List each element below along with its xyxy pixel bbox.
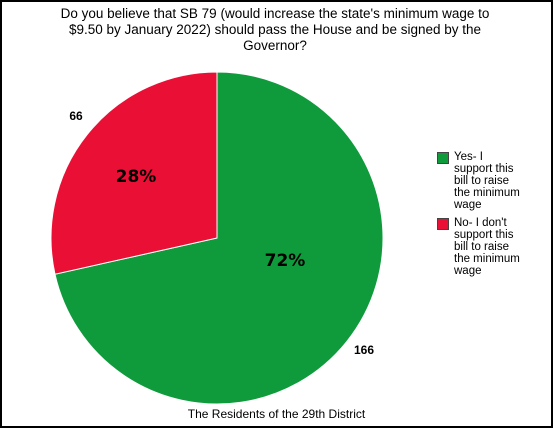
legend-label-line: bill to raise: [454, 175, 509, 187]
slice-percent-label-no: 28%: [116, 167, 157, 187]
legend-label-line: No- I don't: [454, 217, 507, 229]
slice-count-label-yes: 166: [354, 343, 374, 357]
chart-title-line: $9.50 by January 2022) should pass the H…: [68, 22, 482, 37]
slice-count-label-no: 66: [69, 109, 83, 123]
legend-swatch-no: [437, 218, 449, 230]
legend-item-yes: Yes- I support this bill to raise the mi…: [437, 151, 547, 211]
legend-item-no: No- I don't support this bill to raise t…: [437, 217, 547, 277]
pie-slice-no: [50, 71, 218, 275]
chart-title-line: Governor?: [243, 38, 307, 53]
chart-title-line: Do you believe that SB 79 (would increas…: [60, 6, 490, 21]
chart-legend: Yes- I support this bill to raise the mi…: [437, 151, 547, 283]
slice-percent-label-yes: 72%: [265, 251, 306, 271]
chart-title: Do you believe that SB 79 (would increas…: [40, 6, 510, 54]
legend-label-line: support this: [454, 229, 514, 241]
legend-label-line: bill to raise: [454, 241, 509, 253]
legend-label-line: wage: [454, 265, 482, 277]
pie-slice-yes: [54, 71, 384, 405]
chart-footer: The Residents of the 29th District: [187, 407, 366, 421]
legend-swatch-yes: [437, 152, 449, 164]
legend-label-line: Yes- I: [454, 151, 483, 163]
legend-label-line: wage: [454, 199, 482, 211]
legend-label-line: support this: [454, 163, 514, 175]
legend-label-line: the minimum: [454, 187, 520, 199]
legend-label-line: the minimum: [454, 253, 520, 265]
